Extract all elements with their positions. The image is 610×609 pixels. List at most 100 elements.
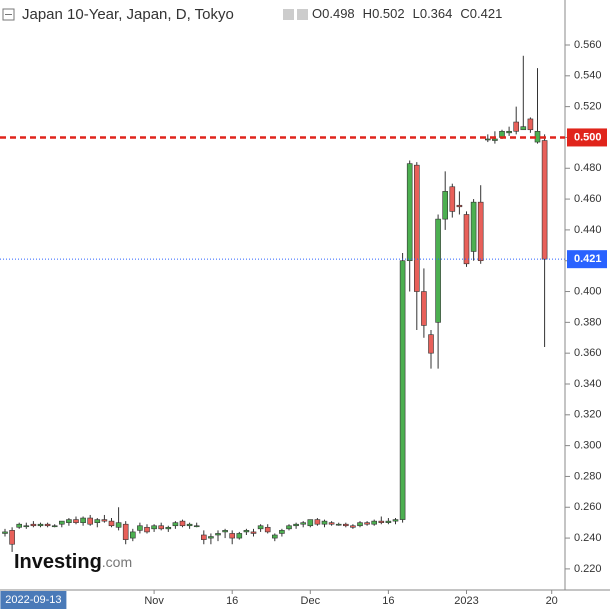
candle-body — [87, 517, 93, 525]
candle-body — [371, 520, 378, 525]
x-tick-label: 16 — [226, 595, 238, 607]
candle-body — [80, 517, 86, 523]
candle-body — [421, 291, 427, 326]
candle-body — [172, 522, 179, 527]
candle-body — [406, 163, 413, 262]
quote-label: O — [312, 6, 322, 21]
crosshair-date-label: 2022-09-13 — [5, 594, 61, 606]
candle-body — [477, 201, 484, 262]
candle-body — [158, 525, 164, 530]
candle-body — [357, 522, 363, 527]
y-tick-label: 0.280 — [574, 470, 602, 482]
candle-body — [463, 214, 470, 265]
candle-body — [307, 519, 314, 527]
candle-body — [16, 523, 23, 528]
candle-body — [378, 520, 385, 523]
price-level-box — [567, 128, 607, 147]
collapse-icon[interactable] — [2, 8, 15, 21]
candle-body — [243, 530, 250, 533]
quote-label: L — [413, 6, 420, 21]
plot-area — [2, 55, 548, 552]
ohlc-header: O0.498 H0.502 L0.364 C0.421 — [312, 6, 502, 21]
y-tick-label: 0.540 — [574, 70, 602, 82]
candle-body — [513, 121, 520, 132]
y-tick-label: 0.220 — [574, 563, 602, 575]
candle-body — [279, 530, 285, 534]
candle-body — [151, 525, 157, 530]
y-tick-label: 0.560 — [574, 39, 602, 51]
y-tick-label: 0.380 — [574, 316, 602, 328]
candle-body — [392, 519, 399, 522]
candle-body — [428, 334, 434, 354]
candle-body — [115, 522, 122, 528]
candle-body — [130, 531, 136, 539]
candle-body — [236, 533, 243, 539]
candle-body — [449, 186, 456, 212]
candle-body — [527, 118, 534, 131]
candle-body — [385, 520, 392, 523]
price-level-box — [567, 250, 607, 269]
candle-body — [314, 519, 321, 525]
candle-body — [286, 525, 292, 530]
chart-title: Japan 10-Year, Japan, D, Tokyo — [22, 6, 234, 23]
logo-suffix: .com — [102, 554, 132, 570]
candle-body — [342, 523, 349, 527]
candle-body — [215, 533, 221, 536]
candle-body — [137, 525, 143, 531]
candle-body — [257, 525, 264, 530]
candle-body — [229, 533, 235, 539]
y-tick-label: 0.340 — [574, 378, 602, 390]
candle-body — [108, 520, 115, 527]
candle-body — [222, 530, 228, 533]
candle-body — [186, 523, 193, 527]
candle-body — [44, 523, 51, 527]
quote-label: H — [363, 6, 372, 21]
candle-body — [250, 531, 257, 534]
candle-body — [300, 522, 307, 525]
logo-name: Investing — [14, 551, 102, 573]
candle-body — [435, 218, 441, 323]
candle-body — [2, 531, 8, 534]
candle-body — [165, 526, 172, 530]
y-tick-label: 0.360 — [574, 347, 602, 359]
candle-body — [506, 130, 512, 134]
candle-body — [442, 191, 449, 220]
settings-icon[interactable] — [283, 9, 294, 20]
candle-body — [101, 519, 108, 522]
candle-body — [37, 523, 44, 527]
x-tick-label: 2023 — [454, 595, 478, 607]
crosshair-date-box — [0, 591, 67, 609]
candle-body — [456, 204, 463, 208]
y-tick-label: 0.400 — [574, 285, 602, 297]
candle-body — [484, 138, 491, 141]
logo: Investing.com — [14, 551, 132, 573]
y-tick-label: 0.260 — [574, 501, 602, 513]
hide-icon[interactable] — [297, 9, 308, 20]
y-tick-label: 0.460 — [574, 193, 602, 205]
x-tick-label: 16 — [382, 595, 394, 607]
candle-body — [201, 534, 207, 540]
y-tick-label: 0.520 — [574, 101, 602, 113]
candle-body — [264, 526, 271, 533]
candle-body — [144, 526, 150, 533]
x-tick-label: Nov — [144, 595, 164, 607]
candle-body — [51, 525, 58, 528]
candle-body — [73, 519, 79, 523]
candle-body — [328, 522, 335, 525]
x-tick-label: 20 — [546, 595, 558, 607]
candle-body — [122, 523, 129, 540]
quote-value: 0.498 — [322, 6, 355, 21]
candle-body — [413, 164, 420, 292]
y-tick-label: 0.480 — [574, 162, 602, 174]
y-tick-label: 0.240 — [574, 532, 602, 544]
candle-body — [58, 520, 65, 525]
candle-body — [541, 140, 548, 260]
candle-body — [350, 525, 356, 528]
price-level-label: 0.421 — [574, 253, 602, 265]
price-level-label: 0.500 — [574, 131, 602, 143]
candle-body — [208, 536, 214, 539]
candle-body — [271, 534, 278, 539]
y-tick-label: 0.300 — [574, 440, 602, 452]
